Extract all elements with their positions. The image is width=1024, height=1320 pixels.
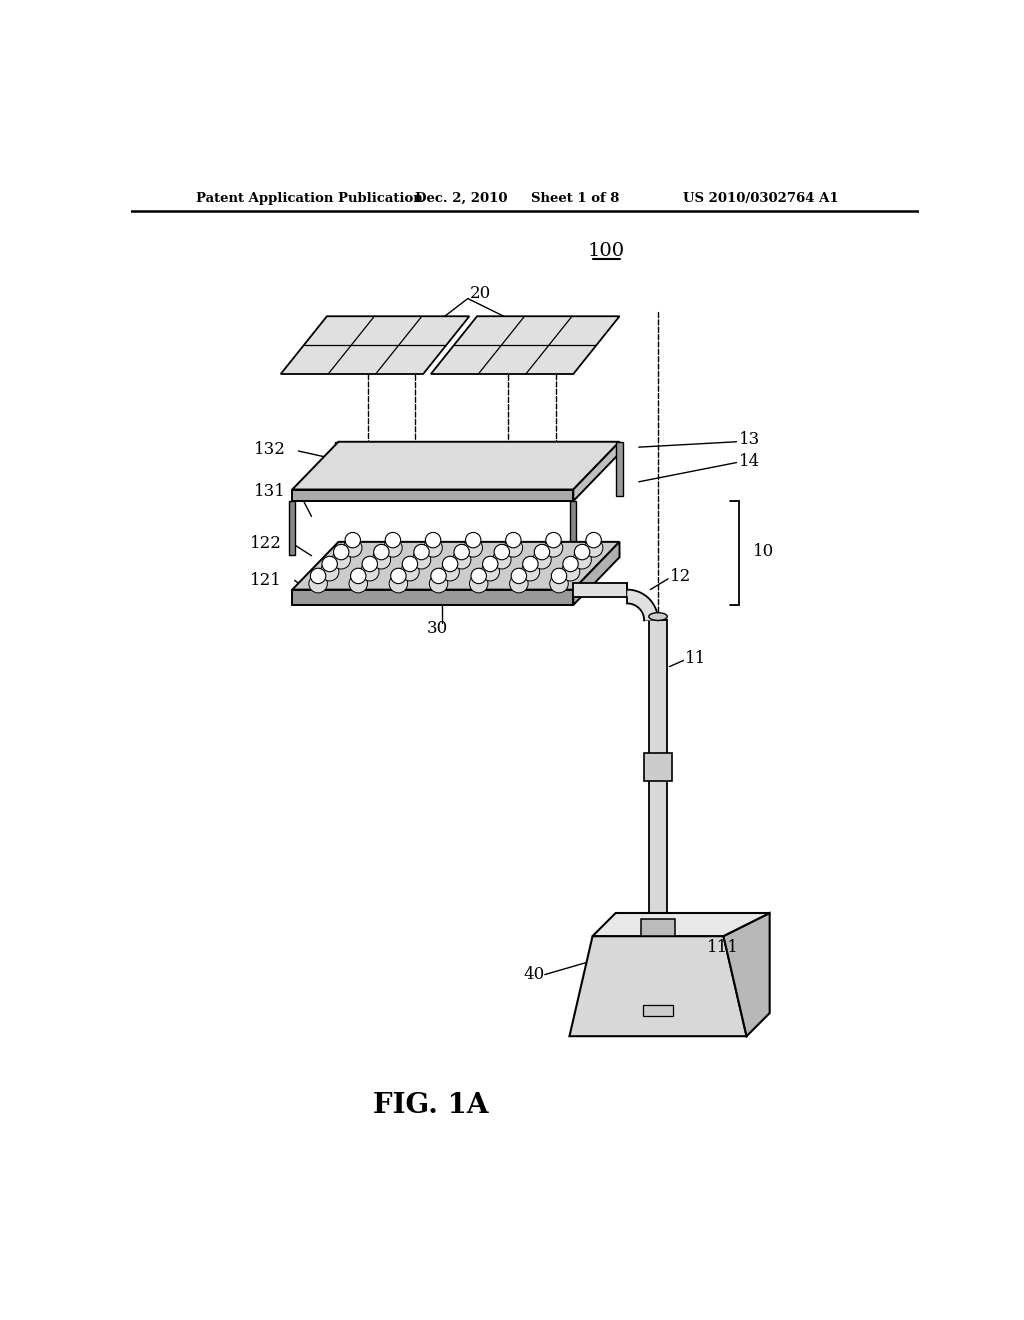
Circle shape (429, 574, 447, 593)
Text: FIG. 1A: FIG. 1A (373, 1092, 488, 1119)
Circle shape (545, 539, 563, 557)
Circle shape (521, 562, 540, 581)
Circle shape (424, 539, 442, 557)
Circle shape (310, 568, 326, 583)
Circle shape (384, 539, 402, 557)
Circle shape (495, 544, 510, 560)
Text: 111: 111 (707, 939, 738, 956)
Circle shape (350, 568, 366, 583)
Polygon shape (569, 936, 746, 1036)
Circle shape (469, 574, 488, 593)
Circle shape (321, 562, 339, 581)
Text: 131: 131 (254, 483, 286, 499)
Polygon shape (431, 317, 620, 374)
Polygon shape (643, 1006, 674, 1016)
Circle shape (510, 574, 528, 593)
Polygon shape (292, 490, 573, 502)
Circle shape (391, 568, 407, 583)
Circle shape (504, 539, 522, 557)
Circle shape (309, 574, 328, 593)
Polygon shape (573, 582, 628, 597)
Circle shape (454, 544, 469, 560)
Circle shape (511, 568, 526, 583)
Circle shape (431, 568, 446, 583)
Circle shape (546, 532, 561, 548)
Circle shape (464, 539, 482, 557)
Text: 40: 40 (523, 966, 545, 983)
Circle shape (471, 568, 486, 583)
Polygon shape (649, 620, 668, 936)
Circle shape (586, 532, 601, 548)
Polygon shape (289, 502, 295, 554)
Circle shape (400, 562, 419, 581)
Circle shape (425, 532, 440, 548)
Polygon shape (616, 442, 623, 496)
Text: Sheet 1 of 8: Sheet 1 of 8 (531, 191, 620, 205)
Circle shape (535, 544, 550, 560)
Circle shape (481, 562, 500, 581)
Circle shape (414, 544, 429, 560)
Text: Dec. 2, 2010: Dec. 2, 2010 (416, 191, 508, 205)
Circle shape (362, 556, 378, 572)
Text: 14: 14 (739, 453, 760, 470)
Text: US 2010/0302764 A1: US 2010/0302764 A1 (683, 191, 839, 205)
Circle shape (561, 562, 580, 581)
Circle shape (343, 539, 362, 557)
Polygon shape (641, 919, 675, 936)
Circle shape (374, 544, 389, 560)
Polygon shape (292, 442, 620, 490)
Polygon shape (628, 590, 658, 620)
Polygon shape (292, 590, 573, 605)
Text: 12: 12 (670, 568, 691, 585)
Text: 122: 122 (250, 535, 282, 552)
Circle shape (572, 550, 591, 569)
Circle shape (345, 532, 360, 548)
Text: 100: 100 (588, 242, 625, 260)
Circle shape (482, 556, 498, 572)
Circle shape (385, 532, 400, 548)
Text: 20: 20 (469, 285, 490, 302)
Circle shape (442, 556, 458, 572)
Circle shape (349, 574, 368, 593)
Polygon shape (644, 752, 672, 780)
Polygon shape (570, 502, 577, 554)
Polygon shape (573, 543, 620, 605)
Circle shape (334, 544, 349, 560)
Circle shape (389, 574, 408, 593)
Circle shape (453, 550, 471, 569)
Text: 121: 121 (250, 572, 282, 589)
Circle shape (372, 550, 390, 569)
Polygon shape (724, 913, 770, 1036)
Text: 30: 30 (427, 619, 449, 636)
Circle shape (413, 550, 431, 569)
Circle shape (563, 556, 579, 572)
Circle shape (532, 550, 551, 569)
Circle shape (322, 556, 337, 572)
Text: 132: 132 (254, 441, 286, 458)
Circle shape (574, 544, 590, 560)
Polygon shape (336, 442, 342, 496)
Ellipse shape (649, 612, 668, 620)
Circle shape (585, 539, 603, 557)
Circle shape (402, 556, 418, 572)
Polygon shape (292, 543, 620, 590)
Text: 13: 13 (739, 430, 760, 447)
Polygon shape (573, 442, 620, 502)
Circle shape (360, 562, 379, 581)
Polygon shape (593, 913, 770, 936)
Circle shape (550, 574, 568, 593)
Circle shape (493, 550, 511, 569)
Text: 10: 10 (753, 543, 774, 560)
Circle shape (551, 568, 566, 583)
Circle shape (466, 532, 481, 548)
Polygon shape (281, 317, 469, 374)
Circle shape (441, 562, 460, 581)
Circle shape (506, 532, 521, 548)
Circle shape (522, 556, 538, 572)
Text: Patent Application Publication: Patent Application Publication (196, 191, 423, 205)
Circle shape (332, 550, 350, 569)
Text: 11: 11 (685, 651, 707, 668)
